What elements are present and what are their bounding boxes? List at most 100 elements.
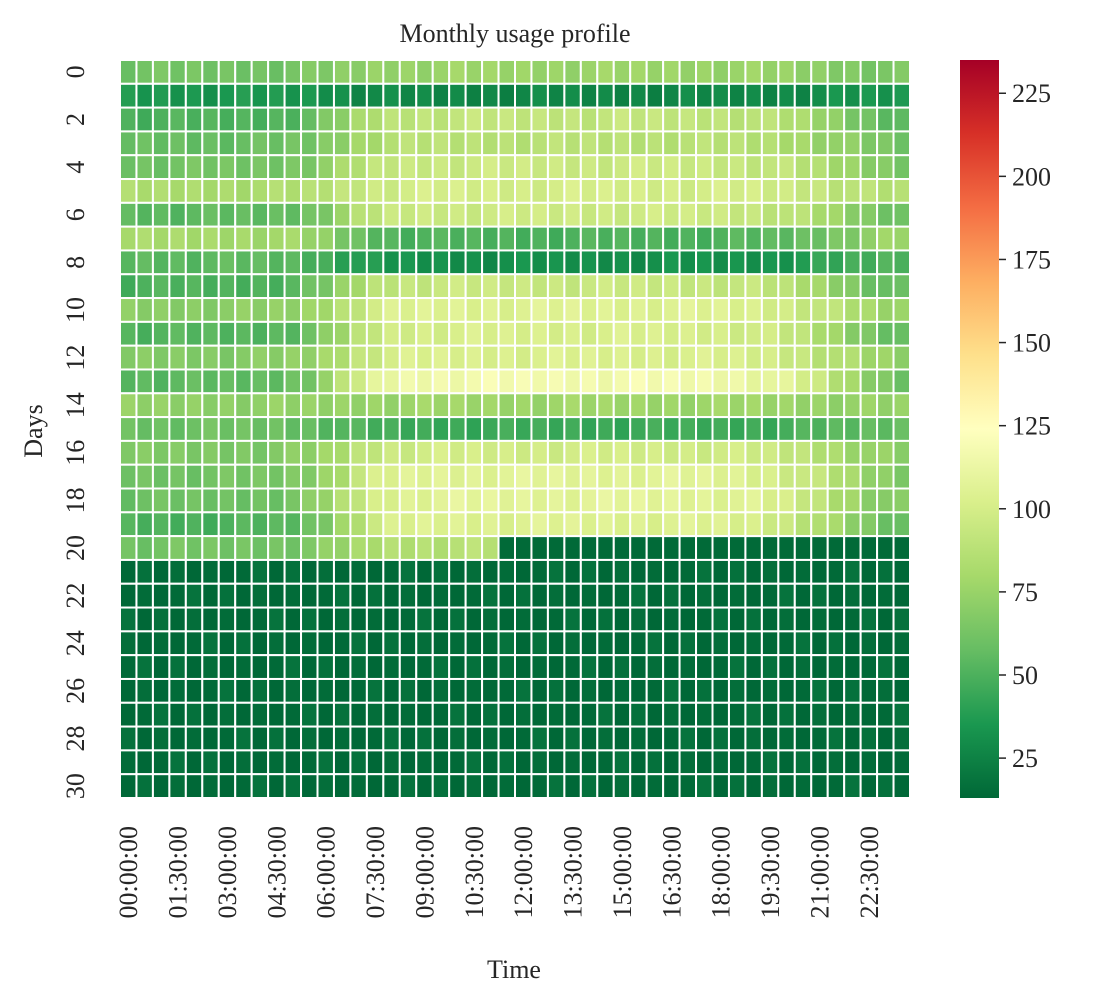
heatmap-cell — [448, 273, 467, 300]
heatmap-cell — [612, 439, 632, 466]
heatmap-cell — [431, 201, 451, 228]
heatmap-cell — [448, 749, 467, 776]
heatmap-cell — [415, 582, 434, 609]
heatmap-cell — [431, 106, 451, 133]
heatmap-cell — [859, 392, 879, 419]
heatmap-cell — [596, 320, 615, 347]
heatmap-cell — [217, 178, 237, 204]
heatmap-cell — [431, 249, 451, 276]
heatmap-cell — [629, 749, 648, 776]
heatmap-cell — [678, 82, 698, 109]
heatmap-cell — [151, 249, 171, 276]
heatmap-cell — [300, 273, 319, 300]
heatmap-cell — [168, 535, 187, 561]
heatmap-cell — [629, 630, 648, 657]
heatmap-cell — [760, 130, 780, 157]
heatmap-cell — [546, 582, 566, 609]
heatmap-cell — [546, 368, 566, 395]
heatmap-cell — [267, 582, 286, 609]
heatmap-cell — [431, 749, 451, 776]
heatmap-cell — [793, 582, 813, 609]
heatmap-cell — [349, 82, 368, 109]
heatmap-cell — [234, 582, 253, 609]
heatmap-cell — [119, 654, 138, 680]
heatmap-cell — [810, 463, 829, 490]
heatmap-cell — [579, 82, 599, 109]
heatmap-cell — [514, 178, 533, 204]
heatmap-cell — [662, 320, 681, 347]
heatmap-cell — [497, 463, 517, 490]
heatmap-cell — [678, 630, 698, 657]
heatmap-cell — [793, 130, 813, 157]
heatmap-cell — [300, 82, 319, 109]
heatmap-cell — [629, 654, 648, 680]
heatmap-cell — [217, 82, 237, 109]
heatmap-cell — [151, 558, 171, 585]
heatmap-cell — [267, 463, 286, 490]
heatmap-cell — [546, 106, 566, 133]
heatmap-cell — [415, 606, 434, 633]
heatmap-cell — [859, 344, 879, 371]
x-tick-label: 15:00:00 — [608, 826, 637, 918]
heatmap-cell — [250, 749, 270, 776]
heatmap-cell — [859, 59, 879, 85]
heatmap-cell — [612, 225, 632, 252]
heatmap-cell — [892, 344, 911, 371]
heatmap-cell — [579, 749, 599, 776]
heatmap-cell — [859, 249, 879, 276]
heatmap-cell — [415, 416, 434, 442]
heatmap-cell — [793, 106, 813, 133]
heatmap-cell — [382, 630, 401, 657]
heatmap-cell — [777, 59, 796, 85]
heatmap-cell — [415, 344, 434, 371]
heatmap-cell — [546, 773, 566, 800]
heatmap-cell — [234, 273, 253, 300]
heatmap-cell — [596, 558, 615, 585]
heatmap-cell — [727, 106, 747, 133]
heatmap-cell — [464, 654, 484, 680]
heatmap-cell — [300, 701, 319, 728]
heatmap-cell — [876, 154, 895, 181]
heatmap-cell — [777, 749, 796, 776]
heatmap-cell — [629, 392, 648, 419]
heatmap-cell — [711, 201, 730, 228]
heatmap-cell — [711, 178, 730, 204]
heatmap-cell — [349, 439, 368, 466]
heatmap-cell — [349, 106, 368, 133]
heatmap-cell — [596, 368, 615, 395]
heatmap-cell — [234, 511, 253, 538]
heatmap-cell — [695, 344, 714, 371]
heatmap-cell — [398, 416, 418, 442]
heatmap-cell — [678, 487, 698, 514]
heatmap-cell — [184, 106, 204, 133]
heatmap-cell — [217, 463, 237, 490]
heatmap-cell — [695, 297, 714, 323]
heatmap-cell — [497, 654, 517, 680]
heatmap-cell — [250, 654, 270, 680]
heatmap-cell — [481, 297, 500, 323]
heatmap-cell — [464, 630, 484, 657]
heatmap-cell — [151, 439, 171, 466]
heatmap-cell — [859, 130, 879, 157]
heatmap-cell — [382, 201, 401, 228]
heatmap-cell — [151, 201, 171, 228]
heatmap-cell — [514, 273, 533, 300]
heatmap-cell — [777, 297, 796, 323]
heatmap-cell — [793, 606, 813, 633]
heatmap-cell — [810, 59, 829, 85]
heatmap-cell — [744, 273, 763, 300]
heatmap-cell — [793, 178, 813, 204]
heatmap-cell — [876, 511, 895, 538]
heatmap-cell — [514, 82, 533, 109]
heatmap-cell — [645, 511, 665, 538]
heatmap-cell — [464, 463, 484, 490]
heatmap-cell — [201, 701, 220, 728]
heatmap-cell — [135, 416, 154, 442]
heatmap-cell — [168, 392, 187, 419]
heatmap-cell — [678, 701, 698, 728]
heatmap-cell — [119, 677, 138, 704]
heatmap-cell — [727, 344, 747, 371]
heatmap-cell — [530, 463, 549, 490]
heatmap-cell — [184, 297, 204, 323]
heatmap-cell — [267, 606, 286, 633]
